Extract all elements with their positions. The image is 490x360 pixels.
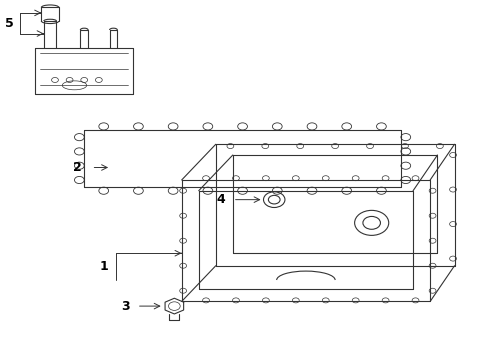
Text: 1: 1: [100, 260, 109, 273]
Text: 2: 2: [73, 161, 82, 174]
Text: 5: 5: [5, 17, 14, 30]
Text: 3: 3: [121, 300, 129, 312]
Text: 4: 4: [217, 193, 225, 206]
